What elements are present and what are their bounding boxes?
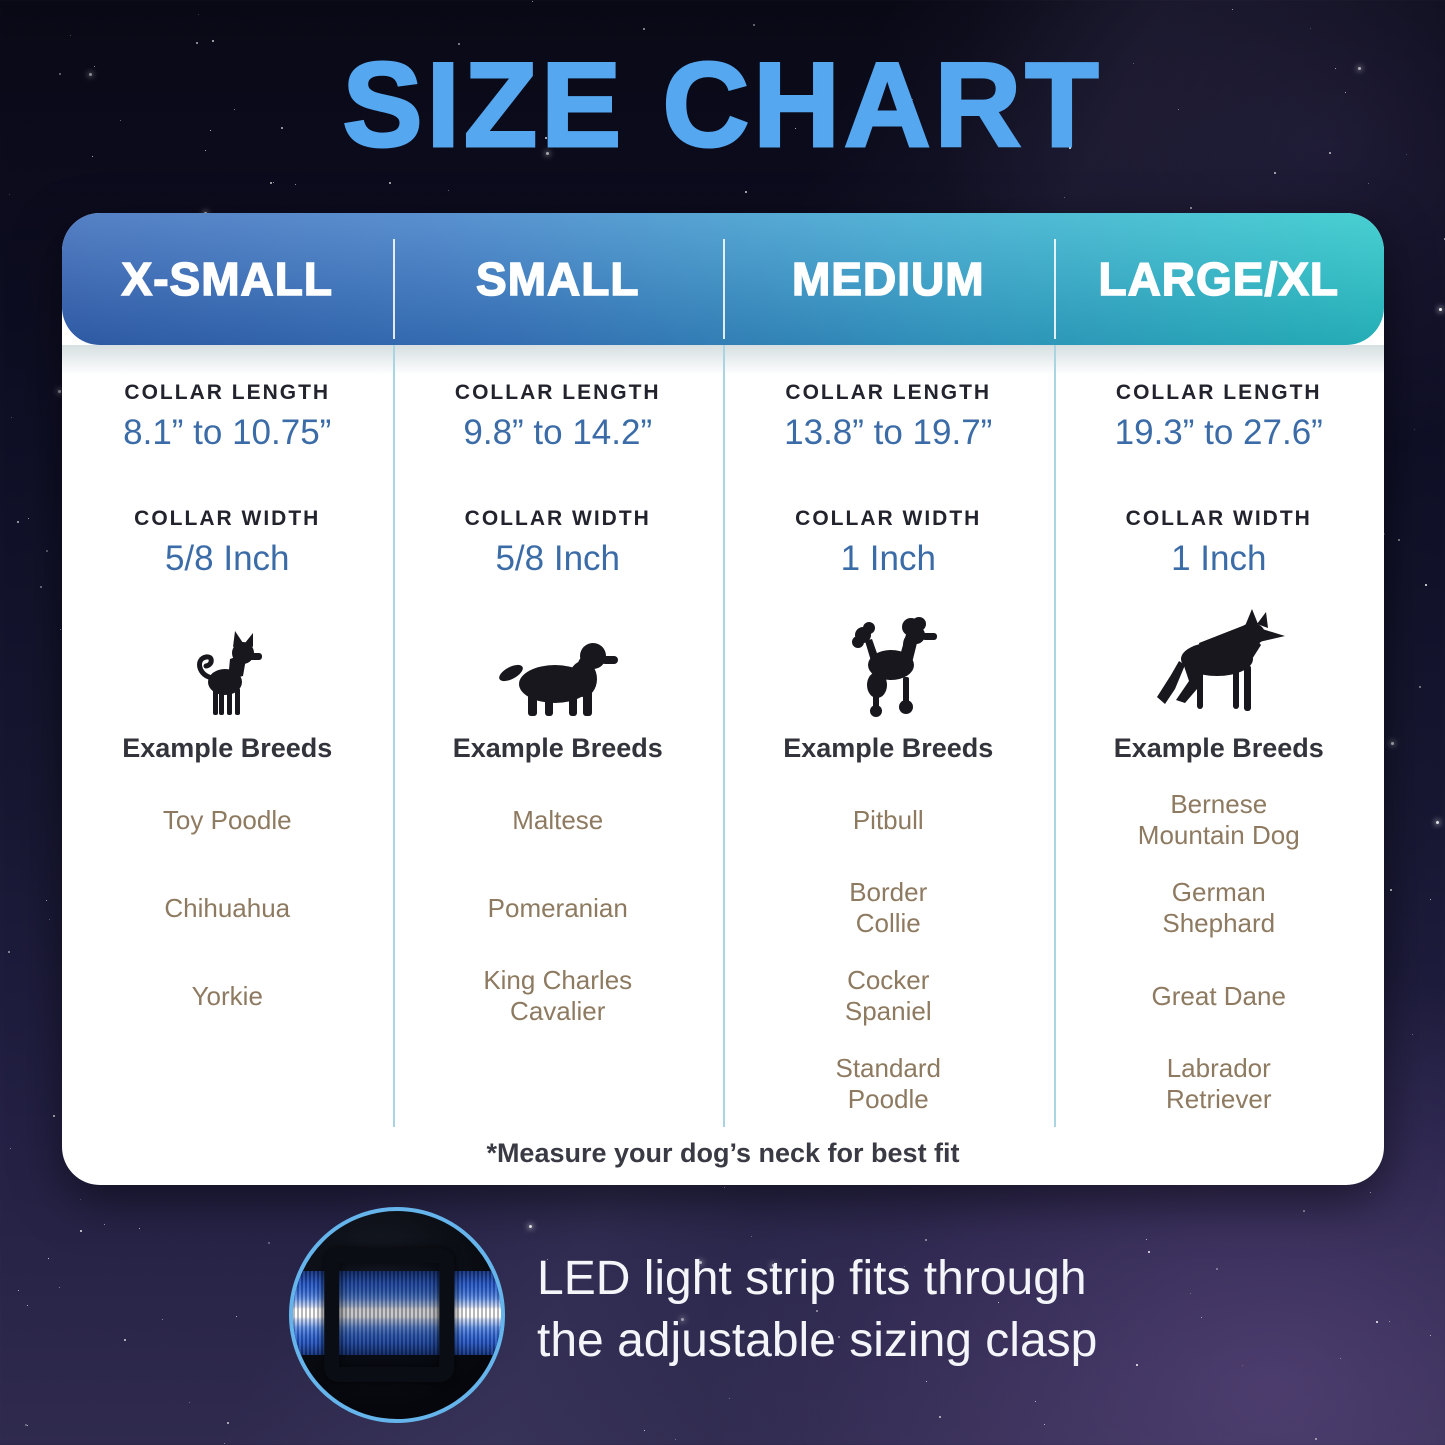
dog-icon-box bbox=[495, 595, 621, 717]
collar-width-label: COLLAR WIDTH bbox=[1125, 507, 1312, 530]
collar-width-label: COLLAR WIDTH bbox=[795, 507, 982, 530]
size-column-medium: COLLAR LENGTH 13.8” to 19.7” COLLAR WIDT… bbox=[723, 345, 1054, 1185]
breed-item: Labrador Retriever bbox=[1166, 1053, 1272, 1114]
sizing-clasp bbox=[324, 1248, 455, 1382]
collar-length-label: COLLAR LENGTH bbox=[785, 381, 992, 404]
breed-item: Cocker Spaniel bbox=[844, 965, 932, 1026]
breed-item: Pomeranian bbox=[487, 892, 628, 923]
size-chart-card: X-SMALL SMALL MEDIUM LARGE/XL COLLAR LEN… bbox=[62, 213, 1384, 1185]
size-column-xsmall: COLLAR LENGTH 8.1” to 10.75” COLLAR WIDT… bbox=[62, 345, 393, 1185]
breed-item: German Shephard bbox=[1162, 877, 1276, 938]
column-header-largexl: LARGE/XL bbox=[1098, 252, 1340, 306]
column-header-medium: MEDIUM bbox=[791, 252, 985, 306]
dog-icon-box bbox=[839, 595, 938, 717]
breed-item: Great Dane bbox=[1151, 980, 1286, 1011]
collar-width-value: 5/8 Inch bbox=[495, 539, 621, 578]
collar-length-value: 13.8” to 19.7” bbox=[784, 413, 993, 452]
breed-item: Pitbull bbox=[852, 804, 924, 835]
breed-item: Chihuahua bbox=[164, 892, 291, 923]
example-breeds-heading: Example Breeds bbox=[783, 733, 994, 763]
size-column-largexl: COLLAR LENGTH 19.3” to 27.6” COLLAR WIDT… bbox=[1054, 345, 1385, 1185]
callout-line-2: the adjustable sizing clasp bbox=[537, 1314, 1098, 1368]
breeds-list: Pitbull Border Collie Cocker Spaniel Sta… bbox=[835, 776, 941, 1128]
breed-item: Bernese Mountain Dog bbox=[1137, 789, 1300, 850]
collar-width-value: 1 Inch bbox=[1171, 539, 1267, 578]
collar-width-label: COLLAR WIDTH bbox=[134, 507, 321, 530]
collar-length-value: 19.3” to 27.6” bbox=[1114, 413, 1323, 452]
collar-width-value: 1 Inch bbox=[840, 539, 936, 578]
collar-clasp-photo bbox=[289, 1207, 505, 1423]
column-divider bbox=[392, 345, 395, 1127]
breeds-list: Bernese Mountain Dog German Shephard Gre… bbox=[1138, 776, 1300, 1128]
german-shepherd-icon bbox=[1156, 609, 1285, 711]
column-header-xsmall: X-SMALL bbox=[121, 252, 333, 306]
breeds-list: Maltese Pomeranian King Charles Cavalier bbox=[483, 776, 632, 1040]
chihuahua-icon bbox=[197, 631, 263, 715]
collar-width-label: COLLAR WIDTH bbox=[464, 507, 651, 530]
breed-item: Standard Poodle bbox=[835, 1053, 942, 1114]
measure-note: *Measure your dog’s neck for best fit bbox=[486, 1138, 960, 1168]
size-chart-body: COLLAR LENGTH 8.1” to 10.75” COLLAR WIDT… bbox=[62, 345, 1384, 1185]
collar-length-label: COLLAR LENGTH bbox=[1115, 381, 1322, 404]
collar-width-value: 5/8 Inch bbox=[164, 539, 290, 578]
size-column-small: COLLAR LENGTH 9.8” to 14.2” COLLAR WIDTH… bbox=[393, 345, 724, 1185]
size-chart-header: X-SMALL SMALL MEDIUM LARGE/XL bbox=[62, 213, 1384, 345]
header-divider bbox=[723, 239, 725, 339]
breed-item: Toy Poodle bbox=[162, 804, 292, 835]
cavalier-spaniel-icon bbox=[498, 643, 618, 716]
poodle-icon bbox=[852, 617, 938, 717]
example-breeds-heading: Example Breeds bbox=[452, 733, 663, 763]
column-divider bbox=[723, 345, 725, 1127]
header-divider bbox=[392, 239, 395, 339]
column-header-small: SMALL bbox=[475, 252, 640, 306]
breed-item: Yorkie bbox=[191, 980, 263, 1011]
breed-item: Maltese bbox=[512, 804, 604, 835]
breeds-list: Toy Poodle Chihuahua Yorkie bbox=[163, 776, 292, 1040]
example-breeds-heading: Example Breeds bbox=[122, 733, 333, 763]
example-breeds-heading: Example Breeds bbox=[1113, 733, 1324, 763]
collar-length-label: COLLAR LENGTH bbox=[124, 381, 331, 404]
collar-length-label: COLLAR LENGTH bbox=[454, 381, 661, 404]
header-divider bbox=[1053, 239, 1056, 339]
breed-item: King Charles Cavalier bbox=[483, 965, 633, 1026]
collar-length-value: 9.8” to 14.2” bbox=[463, 413, 653, 452]
dog-icon-box bbox=[190, 595, 264, 717]
led-callout-text: LED light strip fits through the adjusta… bbox=[537, 1248, 1097, 1373]
page-title: SIZE CHART bbox=[341, 37, 1103, 174]
breed-item: Border Collie bbox=[849, 877, 928, 938]
callout-line-1: LED light strip fits through bbox=[537, 1252, 1087, 1305]
dog-icon-box bbox=[1145, 595, 1293, 717]
collar-length-value: 8.1” to 10.75” bbox=[123, 413, 332, 452]
column-divider bbox=[1053, 345, 1056, 1127]
